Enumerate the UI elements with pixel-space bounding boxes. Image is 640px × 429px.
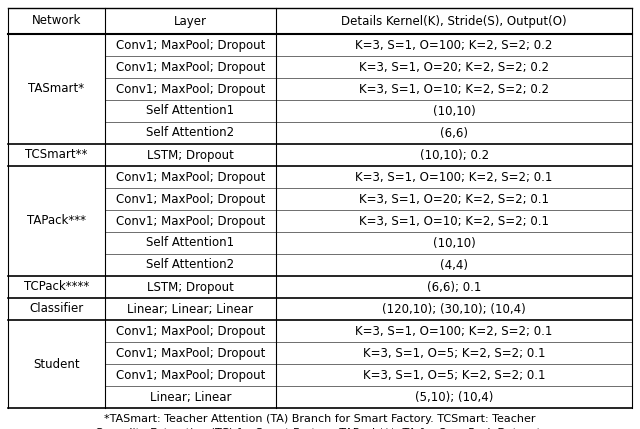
Text: K=3, S=1, O=100; K=2, S=2; 0.1: K=3, S=1, O=100; K=2, S=2; 0.1 xyxy=(355,170,553,184)
Text: Conv1; MaxPool; Dropout: Conv1; MaxPool; Dropout xyxy=(116,369,265,381)
Text: K=3, S=1, O=100; K=2, S=2; 0.2: K=3, S=1, O=100; K=2, S=2; 0.2 xyxy=(355,39,553,51)
Text: K=3, S=1, O=10; K=2, S=2; 0.1: K=3, S=1, O=10; K=2, S=2; 0.1 xyxy=(359,214,549,227)
Text: Conv1; MaxPool; Dropout: Conv1; MaxPool; Dropout xyxy=(116,170,265,184)
Text: Conv1; MaxPool; Dropout: Conv1; MaxPool; Dropout xyxy=(116,324,265,338)
Text: Conv1; MaxPool; Dropout: Conv1; MaxPool; Dropout xyxy=(116,60,265,73)
Text: (4,4): (4,4) xyxy=(440,259,468,272)
Text: (5,10); (10,4): (5,10); (10,4) xyxy=(415,390,493,404)
Text: Self Attention1: Self Attention1 xyxy=(147,105,235,118)
Text: Conv1; MaxPool; Dropout: Conv1; MaxPool; Dropout xyxy=(116,214,265,227)
Text: Self Attention2: Self Attention2 xyxy=(147,127,235,139)
Text: K=3, S=1, O=20; K=2, S=2; 0.1: K=3, S=1, O=20; K=2, S=2; 0.1 xyxy=(359,193,549,205)
Text: LSTM; Dropout: LSTM; Dropout xyxy=(147,281,234,293)
Text: Conv1; MaxPool; Dropout: Conv1; MaxPool; Dropout xyxy=(116,193,265,205)
Text: TCSmart**: TCSmart** xyxy=(25,148,88,161)
Text: Network: Network xyxy=(31,15,81,27)
Text: Causality Extraction (TC) for Smart Factory. TAPack***: TA for OpenPack Dataset.: Causality Extraction (TC) for Smart Fact… xyxy=(95,428,545,429)
Text: (120,10); (30,10); (10,4): (120,10); (30,10); (10,4) xyxy=(382,302,526,315)
Text: TASmart*: TASmart* xyxy=(28,82,84,96)
Text: Self Attention1: Self Attention1 xyxy=(147,236,235,250)
Text: K=3, S=1, O=100; K=2, S=2; 0.1: K=3, S=1, O=100; K=2, S=2; 0.1 xyxy=(355,324,553,338)
Text: K=3, S=1, O=5; K=2, S=2; 0.1: K=3, S=1, O=5; K=2, S=2; 0.1 xyxy=(363,369,545,381)
Text: Linear; Linear: Linear; Linear xyxy=(150,390,231,404)
Text: K=3, S=1, O=5; K=2, S=2; 0.1: K=3, S=1, O=5; K=2, S=2; 0.1 xyxy=(363,347,545,360)
Text: LSTM; Dropout: LSTM; Dropout xyxy=(147,148,234,161)
Text: Classifier: Classifier xyxy=(29,302,83,315)
Text: (6,6); 0.1: (6,6); 0.1 xyxy=(427,281,481,293)
Text: Layer: Layer xyxy=(174,15,207,27)
Text: (6,6): (6,6) xyxy=(440,127,468,139)
Text: (10,10): (10,10) xyxy=(433,105,476,118)
Text: Linear; Linear; Linear: Linear; Linear; Linear xyxy=(127,302,253,315)
Text: Conv1; MaxPool; Dropout: Conv1; MaxPool; Dropout xyxy=(116,347,265,360)
Text: K=3, S=1, O=20; K=2, S=2; 0.2: K=3, S=1, O=20; K=2, S=2; 0.2 xyxy=(359,60,549,73)
Text: TCPack****: TCPack**** xyxy=(24,281,89,293)
Text: *TASmart: Teacher Attention (TA) Branch for Smart Factory. TCSmart: Teacher: *TASmart: Teacher Attention (TA) Branch … xyxy=(104,414,536,424)
Text: K=3, S=1, O=10; K=2, S=2; 0.2: K=3, S=1, O=10; K=2, S=2; 0.2 xyxy=(359,82,549,96)
Text: Self Attention2: Self Attention2 xyxy=(147,259,235,272)
Text: (10,10): (10,10) xyxy=(433,236,476,250)
Text: Conv1; MaxPool; Dropout: Conv1; MaxPool; Dropout xyxy=(116,39,265,51)
Text: TAPack***: TAPack*** xyxy=(27,214,86,227)
Text: Details Kernel(K), Stride(S), Output(O): Details Kernel(K), Stride(S), Output(O) xyxy=(341,15,567,27)
Text: Student: Student xyxy=(33,357,79,371)
Text: (10,10); 0.2: (10,10); 0.2 xyxy=(420,148,489,161)
Text: Conv1; MaxPool; Dropout: Conv1; MaxPool; Dropout xyxy=(116,82,265,96)
